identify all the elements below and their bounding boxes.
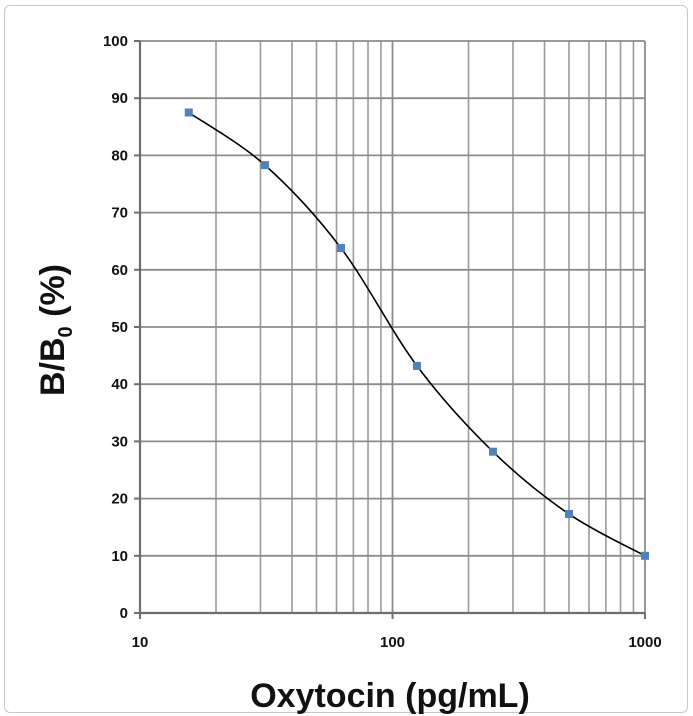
data-point [412,361,421,370]
y-axis-title-main: B/B [34,337,72,396]
y-tick-label: 70 [111,205,128,222]
series-line [188,111,646,557]
chart-frame [4,5,688,713]
y-axis-title-suffix: (%) [34,264,72,326]
y-tick-labels: 0 10 20 30 40 50 60 70 80 90 100 [103,33,128,622]
data-point [641,551,649,560]
data-point [260,161,269,170]
data-point [564,510,573,519]
y-tick-label: 60 [111,262,128,279]
y-tick-label: 100 [103,33,128,50]
x-axis-title: Oxytocin (pg/mL) [250,677,530,715]
x-tick-label: 10 [132,634,149,651]
x-tick-label: 100 [380,634,405,651]
data-point [184,108,193,117]
x-tick-labels: 10 100 1000 [132,634,662,651]
y-tick-label: 90 [111,90,128,107]
y-tick-label: 40 [111,376,128,393]
y-axis-title: B/B0 (%) [34,264,77,396]
data-point [336,244,345,253]
y-axis-title-subscript: 0 [55,326,77,337]
x-tick-label: 1000 [628,634,661,651]
y-tick-label: 50 [111,319,128,336]
y-tick-label: 30 [111,433,128,450]
series-layer [184,108,649,560]
y-tick-label: 10 [111,548,128,565]
grid-major-lines [139,40,646,614]
y-tick-label: 80 [111,147,128,164]
axes [134,40,646,619]
y-tick-label: 20 [111,491,128,508]
data-point [488,447,497,456]
y-tick-label: 0 [120,605,128,622]
